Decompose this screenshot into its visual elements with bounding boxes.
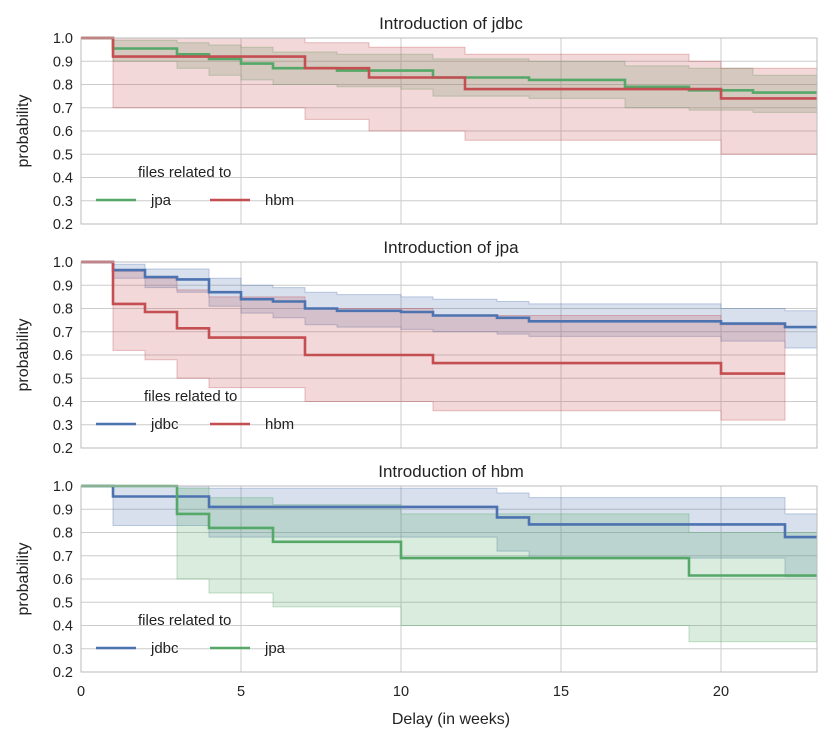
legend-label-jpa: jpa [150,192,172,209]
x-tick-label: 20 [713,684,729,700]
y-tick-label: 0.8 [53,526,73,542]
series-line-jdbc [81,260,817,329]
y-tick-label: 0.8 [53,78,73,94]
legend-title: files related to [144,388,237,405]
legend-label-jdbc: jdbc [150,416,179,433]
y-tick-label: 0.4 [53,395,73,411]
x-axis-label: Delay (in weeks) [392,711,510,728]
plot-frame [80,37,818,225]
y-tick-label: 0.3 [53,194,73,210]
legend-title: files related to [138,612,231,629]
y-tick-label: 0.2 [53,665,73,681]
y-tick-label: 0.7 [53,325,73,341]
y-tick-label: 1.0 [53,31,73,47]
legend-label-jpa: jpa [264,640,286,657]
legend-title: files related to [138,164,231,181]
y-axis-label: probability [15,95,32,168]
y-tick-label: 0.6 [53,124,73,140]
series-line-hbm [81,36,817,100]
plot-frame [80,485,818,673]
x-tick-label: 5 [237,684,245,700]
y-tick-label: 0.2 [53,441,73,457]
series-line-hbm [81,260,785,375]
y-tick-label: 0.6 [53,348,73,364]
y-tick-label: 0.7 [53,549,73,565]
legend-label-jdbc: jdbc [150,640,179,657]
y-tick-label: 0.9 [53,54,73,70]
plot-frame [80,261,818,449]
y-tick-label: 1.0 [53,479,73,495]
y-tick-label: 0.3 [53,642,73,658]
panel-2: 0.2 0.3 0.4 0.5 0.6 0.7 0.8 0.9 1.0 Introduction … [15,238,818,457]
y-axis-label: probability [15,543,32,616]
y-tick-label: 0.5 [53,371,73,387]
y-tick-label: 0.4 [53,171,73,187]
panel-1: 0.2 0.3 0.4 0.5 0.6 0.7 0.8 0.9 1.0 Introduction … [15,14,818,233]
y-tick-label: 0.5 [53,595,73,611]
y-tick-label: 1.0 [53,255,73,271]
y-tick-label: 0.4 [53,619,73,635]
y-tick-label: 0.9 [53,502,73,518]
y-tick-label: 0.5 [53,147,73,163]
panel-3: 0.2 0.3 0.4 0.5 0.6 0.7 0.8 0.9 1.0 0 5 10 15 20 Intro… [15,462,818,700]
series-line-jpa [81,36,817,94]
x-tick-label: 0 [77,684,85,700]
series-line-jdbc [81,484,817,539]
y-tick-label: 0.2 [53,217,73,233]
series-line-jpa [81,484,817,577]
panels: 0.2 0.3 0.4 0.5 0.6 0.7 0.8 0.9 1.0 Introduction … [15,14,818,700]
panel-title: Introduction of jpa [383,238,519,257]
y-tick-label: 0.8 [53,302,73,318]
y-tick-label: 0.7 [53,101,73,117]
legend-label-hbm: hbm [265,192,294,209]
legend-label-hbm: hbm [265,416,294,433]
x-tick-label: 15 [553,684,569,700]
x-tick-label: 10 [393,684,409,700]
y-tick-label: 0.3 [53,418,73,434]
y-tick-label: 0.6 [53,572,73,588]
y-axis-label: probability [15,319,32,392]
panel-title: Introduction of jdbc [379,14,523,33]
panel-title: Introduction of hbm [378,462,524,481]
y-tick-label: 0.9 [53,278,73,294]
